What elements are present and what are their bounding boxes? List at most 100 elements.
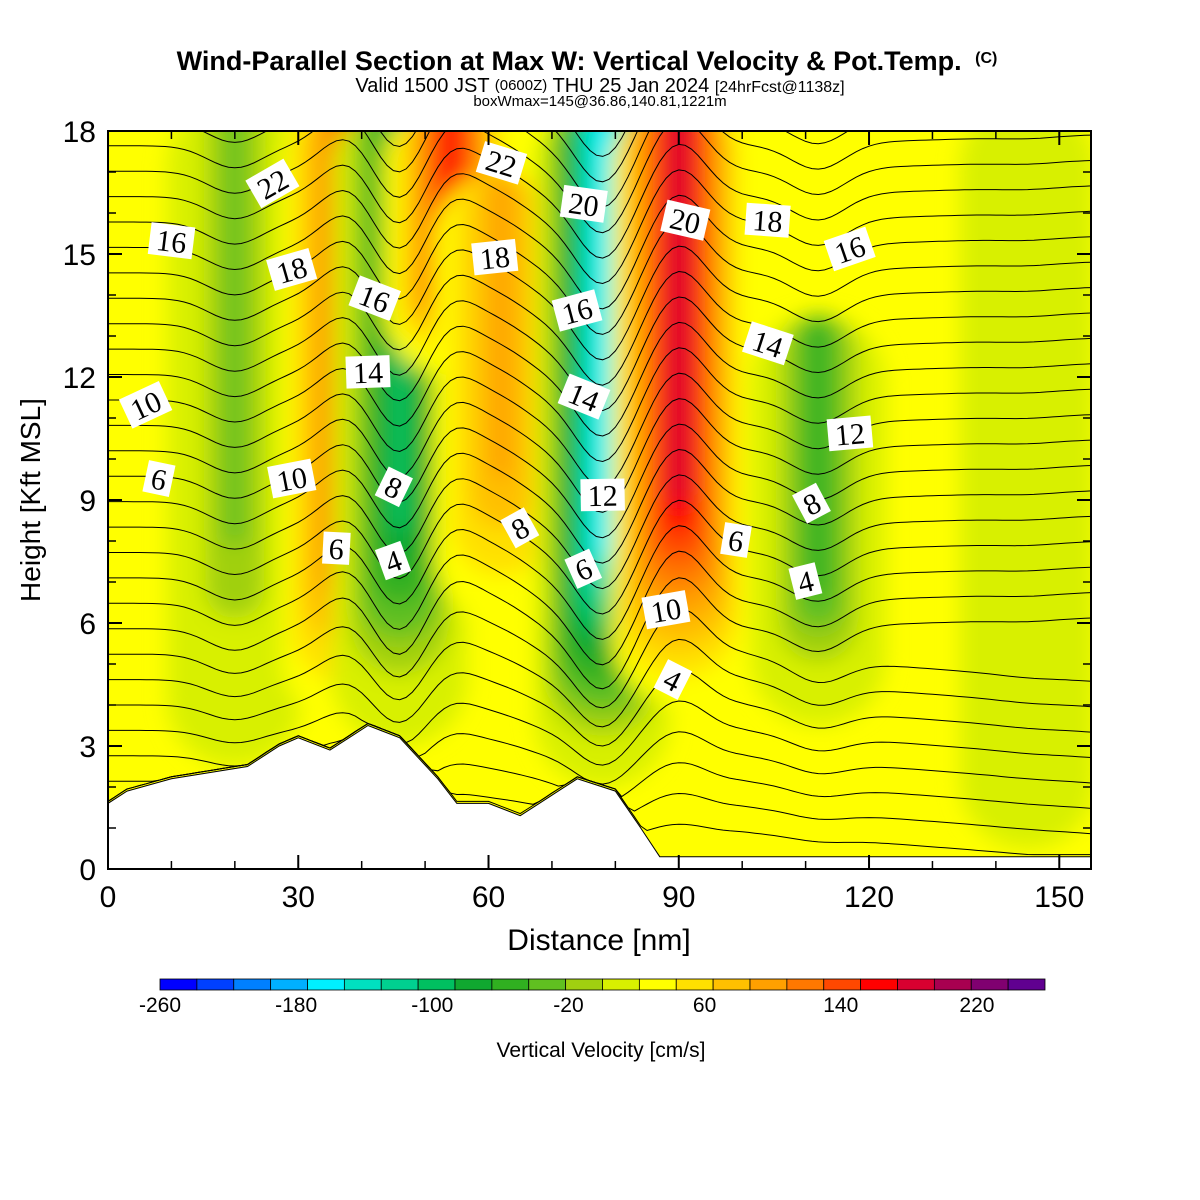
- colorbar-swatch: [343, 978, 382, 991]
- colorbar-swatch: [454, 978, 493, 991]
- colorbar-tick-label: -180: [275, 994, 317, 1017]
- isentrope: [201, 131, 850, 183]
- isentrope: [108, 448, 1091, 564]
- isentrope: [108, 169, 1091, 285]
- colorbar-swatch: [933, 978, 972, 991]
- isentrope: [108, 194, 1091, 310]
- colorbar-label: Vertical Velocity [cm/s]: [497, 1039, 706, 1062]
- contour-label: 20: [660, 199, 711, 241]
- colorbar-swatch: [970, 978, 1009, 991]
- contour-label-box: [245, 158, 300, 209]
- contour-label-text: 14: [352, 356, 383, 390]
- contour-label: 14: [345, 355, 391, 390]
- colorbar-tick-label: 60: [693, 994, 716, 1017]
- contour-label-text: 20: [667, 202, 704, 241]
- contour-label-text: 10: [649, 592, 684, 630]
- contour-label-box: [720, 522, 752, 558]
- contour-label-box: [660, 199, 711, 241]
- contour-label: 18: [266, 247, 318, 291]
- colorbar-swatch: [196, 978, 235, 991]
- chart-title: Wind-Parallel Section at Max W: Vertical…: [177, 46, 998, 76]
- contour-label-text: 20: [566, 187, 600, 224]
- contour-label-box: [792, 482, 831, 524]
- contour-label: 6: [564, 548, 603, 589]
- x-tick-label: 30: [282, 881, 315, 914]
- velocity-band: [668, 131, 689, 505]
- contour-label: 14: [742, 321, 794, 366]
- x-tick-label: 120: [844, 881, 894, 914]
- velocity-feature: [751, 315, 886, 726]
- colorbar-swatch: [786, 978, 825, 991]
- contour-label: 18: [744, 202, 791, 239]
- contour-label-text: 6: [148, 462, 170, 497]
- contour-label-box: [322, 531, 351, 565]
- contour-label: 12: [826, 415, 874, 453]
- x-tick-label: 60: [472, 881, 505, 914]
- contour-label: 16: [147, 222, 196, 260]
- colorbar-swatch: [528, 978, 567, 991]
- velocity-feature: [611, 131, 746, 705]
- contour-label-text: 18: [478, 241, 511, 277]
- colorbar-tick-label: 220: [959, 994, 994, 1017]
- isentrope: [108, 525, 1091, 640]
- isentrope: [108, 245, 1091, 361]
- contour-label-box: [475, 141, 528, 185]
- contour-label-box: [823, 226, 876, 272]
- y-axis: 0 3 6 9 12 15 18: [63, 116, 1091, 887]
- y-tick-label: 15: [63, 239, 96, 272]
- isentrope: [108, 577, 1091, 690]
- contour-label: 6: [322, 531, 351, 567]
- colorbar-swatch: [159, 978, 198, 991]
- contour-label-text: 10: [274, 461, 310, 499]
- y-tick-label: 6: [79, 608, 96, 641]
- contour-label-box: [826, 415, 874, 452]
- contour-label-box: [500, 507, 540, 549]
- isentrope: [108, 608, 1091, 709]
- velocity-band: [592, 131, 613, 558]
- y-axis-label: Height [Kft MSL]: [15, 398, 46, 602]
- isentrope: [108, 638, 1091, 728]
- contour-label: 16: [823, 226, 876, 272]
- colorbar-swatch: [1007, 978, 1046, 991]
- contour-label-text: 16: [154, 224, 188, 260]
- isentrope: [108, 550, 1091, 666]
- contour-label-box: [267, 458, 317, 499]
- terrain: [108, 724, 1091, 869]
- y-tick-label: 9: [79, 485, 96, 518]
- contour-label-box: [147, 222, 196, 260]
- velocity-band: [1017, 131, 1038, 598]
- contour-label-box: [348, 275, 401, 321]
- contour-label-box: [266, 247, 318, 291]
- isentrope: [108, 700, 1091, 766]
- isentrope: [108, 398, 1091, 513]
- chart-subtitle: Valid 1500 JST (0600Z) THU 25 Jan 2024 […: [355, 73, 844, 97]
- contour-label: 4: [374, 540, 412, 581]
- contour-label: 16: [551, 289, 603, 332]
- contour-label-box: [374, 466, 413, 508]
- contour-label-box: [471, 238, 519, 276]
- colorbar-swatch: [233, 978, 272, 991]
- colorbar-swatch: [565, 978, 603, 991]
- colorbar-tick-label: -260: [139, 994, 181, 1017]
- contour-label-text: 18: [751, 204, 783, 239]
- plot-area: [108, 131, 1091, 869]
- contour-label: 10: [641, 590, 691, 630]
- isentrope: [108, 220, 1091, 335]
- contour-label-box: [118, 380, 173, 429]
- contour-label-box: [564, 548, 603, 589]
- velocity-band: [224, 131, 245, 545]
- colorbar-tick-label: -20: [553, 994, 583, 1017]
- contour-label-text: 6: [726, 524, 746, 559]
- colorbar-swatch: [417, 978, 456, 991]
- isentrope: [108, 474, 1091, 590]
- velocity-band: [491, 172, 512, 480]
- colorbar-swatch: [897, 978, 935, 991]
- contour-label-text: 12: [587, 480, 618, 514]
- y-tick-label: 18: [63, 116, 96, 149]
- contour-label-box: [374, 540, 412, 581]
- x-tick-label: 0: [100, 881, 117, 914]
- contour-label-text: 12: [834, 417, 867, 452]
- x-tick-label: 90: [662, 881, 695, 914]
